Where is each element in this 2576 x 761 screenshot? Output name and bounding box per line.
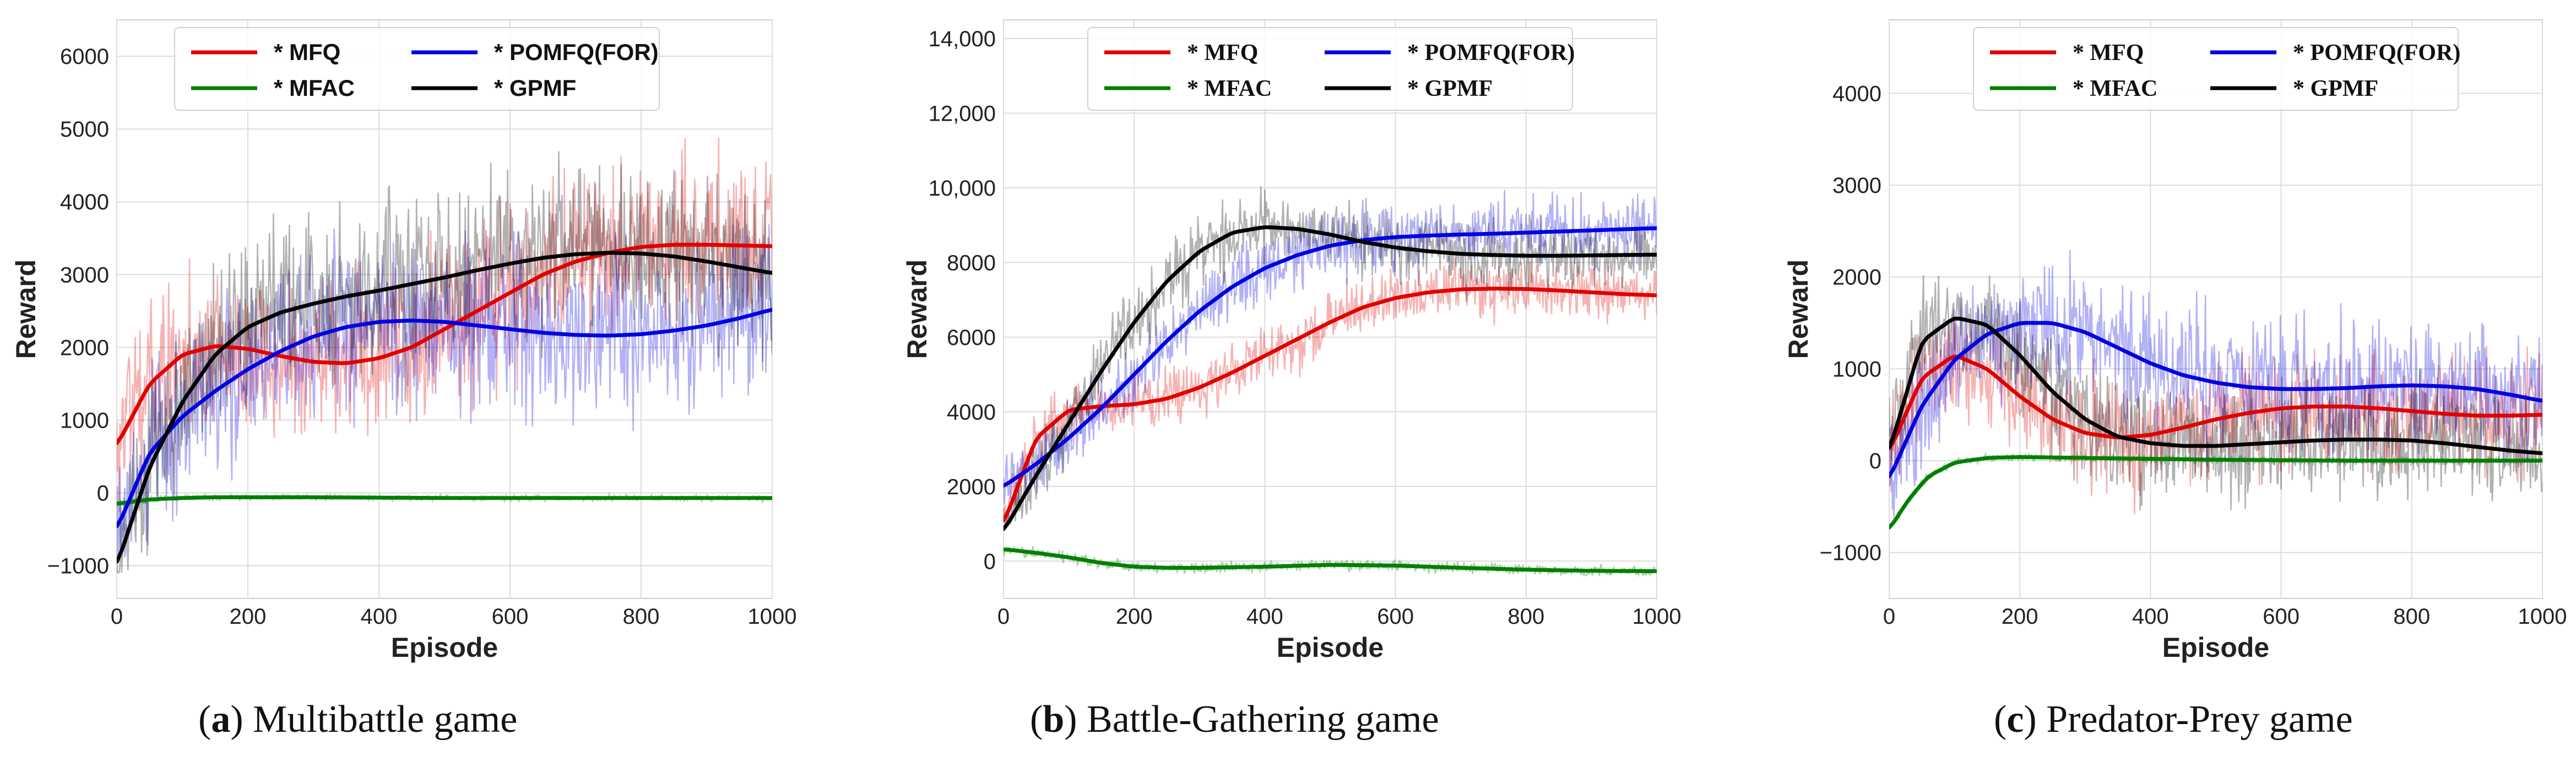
- legend-label: * GPMF: [1407, 76, 1493, 101]
- series-noise-gpmf: [1889, 275, 2542, 510]
- x-tick-label: 800: [623, 605, 660, 629]
- legend-label: * GPMF: [494, 75, 576, 101]
- y-tick-label: 8000: [947, 251, 996, 275]
- legend-label: * MFAC: [1187, 76, 1272, 101]
- x-tick-label: 1000: [2518, 605, 2567, 629]
- caption-part: a: [211, 698, 230, 741]
- y-tick-label: 0: [97, 481, 109, 505]
- caption-part: (: [198, 698, 211, 741]
- series-line-gpmf: [117, 251, 772, 564]
- x-tick-label: 0: [1883, 605, 1895, 629]
- chart-panel-a: 0 200 400 600 800 1000 −1000 0 1000 2000 3000 4000 5…: [10, 19, 797, 741]
- series-noise-pomfqfor: [117, 224, 772, 558]
- series-line-mfq: [1004, 287, 1657, 522]
- y-tick-label: 4000: [947, 400, 996, 424]
- y-axis-label: Reward: [10, 260, 41, 359]
- y-tick-label: 0: [1869, 449, 1881, 473]
- legend-label: * MFQ: [1187, 40, 1258, 66]
- y-tick-label: 1000: [60, 408, 109, 433]
- y-tick-label: 1000: [1832, 357, 1881, 381]
- legend-label: * MFQ: [2073, 40, 2144, 66]
- legend-label: * MFAC: [274, 75, 355, 101]
- panel-caption: (c) Predator-Prey game: [1994, 698, 2353, 741]
- legend-box: [174, 27, 660, 111]
- y-tick-label: 6000: [947, 326, 996, 350]
- series-line-mfac: [1004, 547, 1657, 573]
- x-axis-label: Episode: [391, 632, 498, 663]
- panel-caption: (a) Multibattle game: [198, 698, 517, 741]
- legend-label: * POMFQ(FOR): [494, 39, 659, 65]
- caption-part: ) Multibattle game: [230, 698, 517, 741]
- y-axis-label: Reward: [902, 260, 932, 359]
- caption-part: c: [2006, 698, 2024, 741]
- x-tick-label: 600: [492, 605, 529, 629]
- plot-series: [1889, 250, 2542, 530]
- y-tick-label: 2000: [60, 336, 109, 360]
- panel-caption: (b) Battle-Gathering game: [1030, 698, 1439, 741]
- caption-part: b: [1043, 698, 1064, 741]
- series-line-mfq: [1889, 354, 2542, 451]
- x-tick-label: 200: [1116, 605, 1153, 629]
- y-tick-label: 5000: [60, 117, 109, 142]
- legend-label: * MFQ: [274, 39, 340, 65]
- x-tick-label: 1000: [1633, 605, 1682, 629]
- y-tick-label: 3000: [60, 263, 109, 287]
- series-line-gpmf: [1004, 225, 1657, 531]
- y-tick-label: 10,000: [929, 176, 996, 201]
- caption-part: ) Predator-Prey game: [2024, 698, 2352, 741]
- series-line-mfac: [117, 495, 772, 506]
- x-tick-label: 400: [2132, 605, 2169, 629]
- series-line-gpmf: [1889, 316, 2542, 455]
- x-tick-label: 200: [230, 605, 267, 629]
- chart-panel-c: 0 200 400 600 800 1000 −1000 0 1000 2000 3000 4000 E…: [1783, 19, 2567, 741]
- legend-box: [1087, 27, 1573, 111]
- legend-box: [1973, 27, 2459, 111]
- x-axis-label: Episode: [2162, 632, 2269, 663]
- plot-area: [116, 19, 773, 599]
- caption-part: (: [1030, 698, 1043, 741]
- y-tick-label: 0: [984, 549, 996, 574]
- plot-series: [117, 137, 772, 574]
- legend-label: * GPMF: [2293, 76, 2378, 101]
- plot-series: [1004, 186, 1657, 578]
- y-tick-label: −1000: [1820, 541, 1881, 565]
- y-tick-label: 12,000: [929, 101, 996, 126]
- series-line-pomfqfor: [1889, 321, 2542, 478]
- x-tick-label: 800: [1507, 605, 1544, 629]
- x-tick-label: 200: [2002, 605, 2038, 629]
- plot-area: [1003, 19, 1657, 599]
- chart-panel-b: 0 200 400 600 800 1000 0 2000 4000 6000 8000 10,000…: [902, 19, 1682, 741]
- y-tick-label: 4000: [1832, 82, 1881, 106]
- legend-label: * POMFQ(FOR): [2293, 40, 2460, 66]
- x-tick-label: 0: [997, 605, 1010, 629]
- series-line-pomfqfor: [1004, 226, 1657, 488]
- y-tick-label: 3000: [1832, 174, 1881, 198]
- y-tick-label: 6000: [60, 45, 109, 69]
- x-tick-label: 0: [111, 605, 123, 629]
- y-tick-label: −1000: [47, 554, 109, 579]
- series-line-pomfqfor: [117, 307, 772, 528]
- caption-part: ) Battle-Gathering game: [1064, 698, 1439, 741]
- y-tick-label: 14,000: [929, 27, 996, 51]
- series-line-mfac: [1889, 455, 2542, 530]
- y-axis-label: Reward: [1783, 260, 1814, 359]
- legend-label: * MFAC: [2073, 76, 2157, 101]
- y-tick-label: 2000: [947, 475, 996, 499]
- y-tick-label: 4000: [60, 190, 109, 214]
- caption-part: (: [1994, 698, 2006, 741]
- x-tick-label: 800: [2393, 605, 2430, 629]
- x-tick-label: 600: [2263, 605, 2300, 629]
- x-tick-label: 400: [1246, 605, 1283, 629]
- x-tick-label: 1000: [748, 605, 797, 629]
- legend-label: * POMFQ(FOR): [1407, 40, 1575, 66]
- series-noise-mfq: [1889, 314, 2542, 515]
- y-tick-label: 2000: [1832, 266, 1881, 290]
- x-tick-label: 400: [361, 605, 398, 629]
- x-axis-label: Episode: [1277, 632, 1384, 663]
- x-tick-label: 600: [1377, 605, 1414, 629]
